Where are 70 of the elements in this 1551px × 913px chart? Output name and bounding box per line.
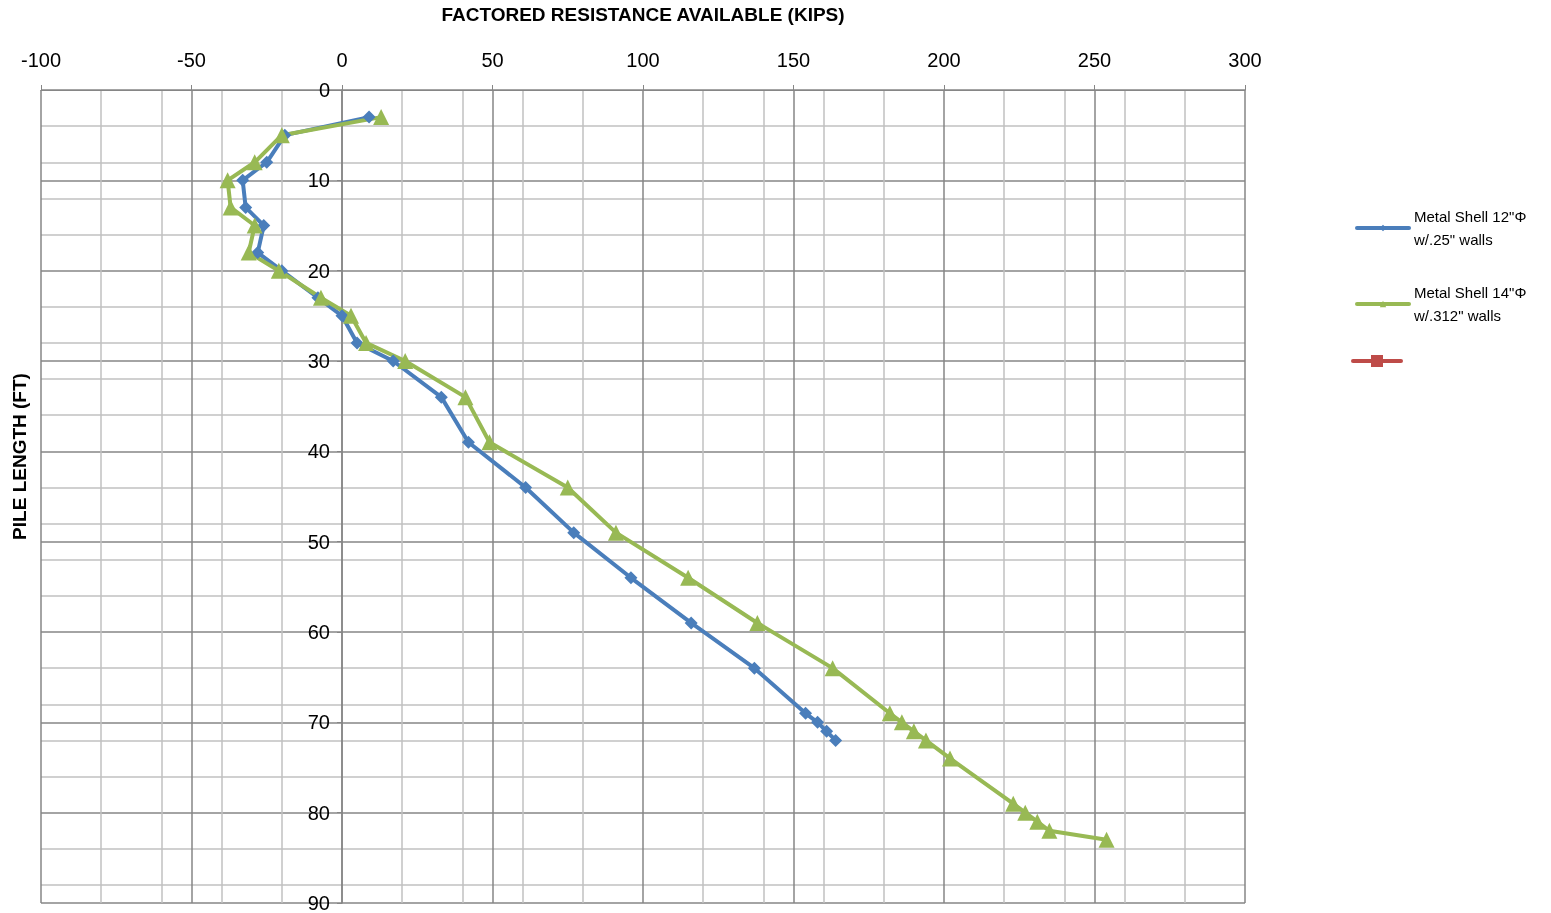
x-tick-label: 200 <box>927 49 961 71</box>
point <box>257 219 271 232</box>
point <box>239 200 253 214</box>
point <box>386 354 400 368</box>
point <box>251 246 265 260</box>
point <box>942 750 959 767</box>
y-tick-label: 90 <box>307 892 330 913</box>
point <box>434 390 448 404</box>
point <box>236 173 250 187</box>
legend-label: Metal Shell 12"Φ w/.25" walls <box>1413 208 1531 248</box>
y-tick-label: 40 <box>307 440 330 463</box>
point <box>270 262 287 279</box>
point <box>219 172 236 189</box>
point <box>362 110 376 124</box>
y-axis-title: PILE LENGTH (FT) <box>9 373 30 540</box>
point <box>481 434 498 451</box>
x-tick-label: 0 <box>336 49 348 71</box>
point <box>684 616 698 630</box>
point <box>917 732 934 749</box>
point <box>335 309 349 323</box>
point <box>829 733 843 747</box>
y-tick-label: 0 <box>318 79 330 101</box>
y-tick-label: 60 <box>307 621 330 643</box>
point <box>1041 822 1058 839</box>
point <box>881 705 898 722</box>
point <box>559 479 576 496</box>
y-tick-label: 80 <box>307 801 330 824</box>
point <box>1098 831 1115 848</box>
point <box>343 307 360 324</box>
point <box>680 569 697 586</box>
point <box>624 571 638 585</box>
y-tick-label: 50 <box>307 530 330 553</box>
point <box>260 155 274 169</box>
point <box>1029 813 1046 830</box>
x-tick-label: 100 <box>626 49 660 71</box>
point <box>905 723 922 740</box>
point <box>893 714 910 731</box>
point <box>519 480 533 494</box>
x-tick-label: 300 <box>1228 49 1262 71</box>
point <box>799 706 813 720</box>
y-tick-label: 30 <box>307 350 330 372</box>
point <box>240 244 257 261</box>
point <box>350 336 364 350</box>
point <box>1017 804 1034 821</box>
point <box>811 715 825 729</box>
x-tick-label: 50 <box>481 49 504 71</box>
point <box>461 435 475 449</box>
point <box>749 614 766 631</box>
point <box>397 353 414 369</box>
point <box>246 217 263 234</box>
point <box>1005 795 1022 812</box>
point <box>567 526 581 540</box>
point <box>824 660 841 677</box>
x-axis-title: FACTORED RESISTANCE AVAILABLE (KIPS) <box>441 4 845 25</box>
x-tick-label: 150 <box>776 49 811 71</box>
legend-label: Metal Shell 14"Φ w/.312" walls <box>1413 284 1531 324</box>
point <box>358 334 375 351</box>
point <box>607 524 624 541</box>
x-tick-label: -50 <box>177 49 206 71</box>
point <box>246 154 263 171</box>
point <box>312 289 329 306</box>
point <box>820 724 834 738</box>
y-tick-label: 20 <box>307 259 330 282</box>
y-tick-label: 70 <box>307 711 330 734</box>
x-tick-label: 250 <box>1077 49 1112 71</box>
x-tick-label: -100 <box>20 49 62 71</box>
point <box>457 389 474 406</box>
y-tick-label: 10 <box>307 169 330 192</box>
point <box>747 661 761 675</box>
point <box>373 109 390 126</box>
